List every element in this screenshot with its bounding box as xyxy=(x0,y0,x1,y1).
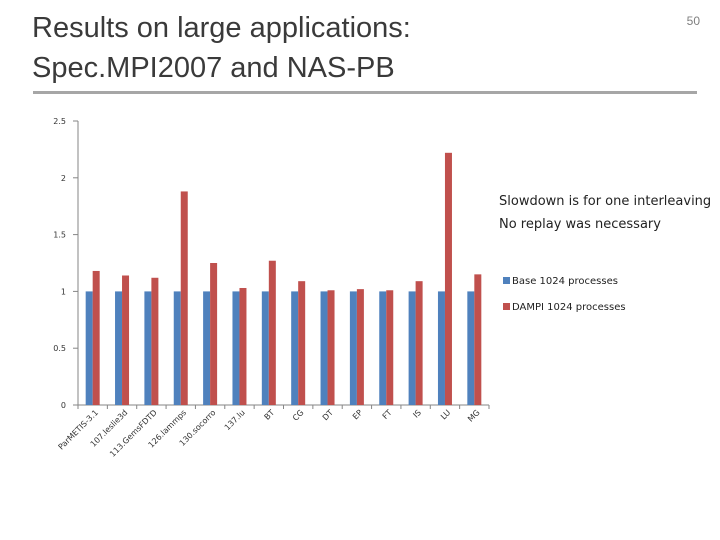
bar-base xyxy=(203,291,211,405)
bar-dampi xyxy=(356,289,364,405)
bar-base xyxy=(408,291,416,405)
bar-base xyxy=(85,291,93,405)
bar-dampi xyxy=(327,290,335,405)
bar-dampi xyxy=(474,274,482,405)
x-category-label: BT xyxy=(263,408,277,422)
bar-dampi xyxy=(268,260,276,405)
bar-dampi xyxy=(151,277,159,405)
bar-base xyxy=(144,291,152,405)
legend-swatch xyxy=(503,277,510,284)
x-category-label: 137.lu xyxy=(223,408,247,432)
bar-base xyxy=(173,291,181,405)
legend-swatch xyxy=(503,303,510,310)
slide-title: Results on large applications: Spec.MPI2… xyxy=(32,8,492,88)
y-tick-label: 2 xyxy=(61,174,66,183)
note-line-1: Slowdown is for one interleaving xyxy=(499,194,712,209)
bar-dampi xyxy=(92,270,100,405)
bar-dampi xyxy=(122,275,130,405)
title-divider xyxy=(33,91,697,94)
bar-base xyxy=(349,291,357,405)
x-category-label: FT xyxy=(381,408,394,421)
bar-base xyxy=(291,291,299,405)
bar-base xyxy=(261,291,269,405)
x-category-label: MG xyxy=(466,408,482,424)
slide-title-line-1: Results on large applications: xyxy=(32,12,411,44)
y-tick-label: 0.5 xyxy=(53,344,66,353)
bar-base xyxy=(320,291,328,405)
y-tick-label: 1 xyxy=(61,287,66,296)
slide-title-line-2: Spec.MPI2007 and NAS-PB xyxy=(32,52,395,84)
bar-base xyxy=(379,291,387,405)
x-category-label: DT xyxy=(321,408,335,422)
bar-base xyxy=(467,291,475,405)
x-category-label: CG xyxy=(291,408,306,423)
bar-dampi xyxy=(210,263,218,405)
x-category-label: LU xyxy=(439,408,452,421)
bar-dampi xyxy=(298,281,306,405)
bar-base xyxy=(232,291,240,405)
bar-dampi xyxy=(415,281,423,405)
x-category-label: EP xyxy=(351,408,364,421)
legend-label: DAMPI 1024 processes xyxy=(512,302,626,313)
y-tick-label: 0 xyxy=(61,401,66,410)
y-tick-label: 2.5 xyxy=(53,117,66,126)
page-number: 50 xyxy=(686,14,700,28)
legend-label: Base 1024 processes xyxy=(512,276,618,287)
bar-dampi xyxy=(444,152,452,405)
y-tick-label: 1.5 xyxy=(53,231,66,240)
bar-dampi xyxy=(180,191,188,405)
note-line-2: No replay was necessary xyxy=(499,217,661,232)
bar-dampi xyxy=(239,287,247,405)
bar-dampi xyxy=(386,290,394,405)
bar-base xyxy=(437,291,445,405)
bar-base xyxy=(115,291,123,405)
slowdown-note: Slowdown is for one interleaving No repl… xyxy=(499,190,720,236)
x-category-label: IS xyxy=(411,408,423,420)
